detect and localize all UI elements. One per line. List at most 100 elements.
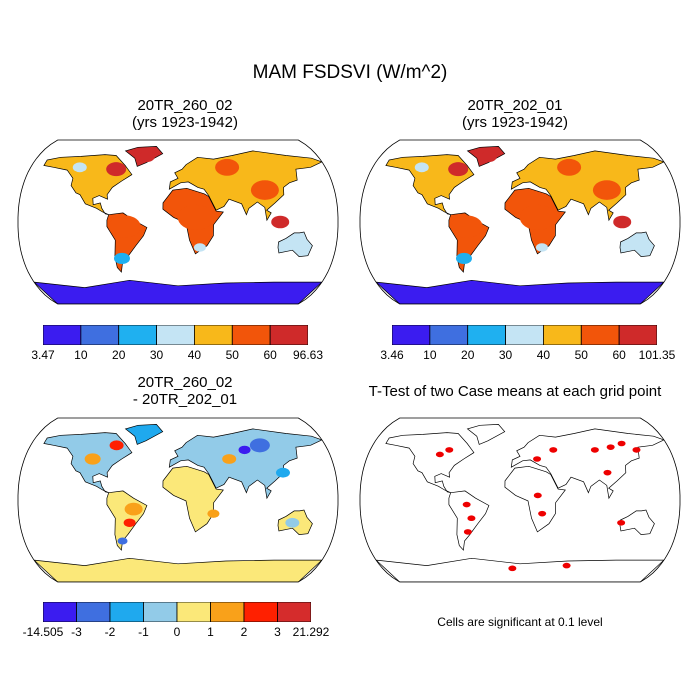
colorbar-panel-2: 3.46 10 20 30 40 50 60 101.35 <box>380 324 675 362</box>
continent-antarctica <box>33 557 323 582</box>
field-patch <box>519 204 556 231</box>
colorbar-swatch <box>156 324 195 346</box>
field-patch <box>207 509 220 518</box>
colorbar-tick-label: 60 <box>612 348 626 362</box>
panel-1-title-line2: (yrs 1923-1942) <box>132 114 238 131</box>
map-border <box>359 417 681 583</box>
colorbar-tick-label: 30 <box>498 348 513 362</box>
colorbar-tick-label: 3 <box>274 625 281 639</box>
significant-cells <box>463 529 472 535</box>
field-patch <box>138 150 155 162</box>
colorbar-panel-3: -14.505 -3 -2 -1 0 1 2 3 21.292 <box>23 601 329 639</box>
significant-cells <box>445 447 454 453</box>
field-patch <box>123 518 136 527</box>
field-patch <box>238 445 251 455</box>
map-border <box>359 139 681 305</box>
significant-cells <box>467 515 476 522</box>
colorbar-swatch <box>76 601 111 623</box>
colorbar-tick-label: 0 <box>173 625 181 639</box>
continent-samerica <box>448 490 490 551</box>
colorbar-tick-label: 3.47 <box>31 348 55 362</box>
field-patch <box>271 215 290 229</box>
field-patch <box>448 162 469 177</box>
map-panel-4 <box>359 417 681 583</box>
colorbar-swatch <box>429 324 469 346</box>
colorbar-tick-label: 60 <box>263 348 277 362</box>
field-patch <box>215 158 240 176</box>
ocean <box>360 418 680 582</box>
colorbar-tick-label: 50 <box>574 348 588 362</box>
field-patch <box>480 150 497 162</box>
colorbar-swatch <box>118 324 157 346</box>
continent-eurasia <box>168 150 323 222</box>
significant-cells <box>508 565 517 572</box>
field-patch <box>592 180 621 200</box>
field-patch <box>535 243 548 252</box>
continent-australia <box>277 231 313 257</box>
map-panel-3 <box>17 417 339 583</box>
field-patch <box>285 517 300 528</box>
colorbar-swatch <box>269 324 309 346</box>
map-border <box>17 139 339 305</box>
colorbar-swatches <box>42 324 309 346</box>
significant-cells <box>538 510 547 517</box>
continent-antarctica <box>375 557 665 582</box>
field-patch <box>250 180 279 200</box>
map-panel-2 <box>359 139 681 305</box>
colorbar-swatch <box>543 324 582 346</box>
field-patch <box>455 252 472 265</box>
field-patch <box>187 485 204 497</box>
field-patch <box>113 252 130 265</box>
field-patch <box>72 162 87 173</box>
colorbar-swatches <box>42 601 312 623</box>
colorbar-tick-label: 21.292 <box>292 625 330 639</box>
colorbar-tick-label: 20 <box>112 348 126 362</box>
panel-1-title: 20TR_260_02 (yrs 1923-1942) <box>25 97 345 131</box>
colorbar-swatch <box>42 324 82 346</box>
field-patch <box>613 215 632 229</box>
significance-note: Cells are significant at 0.1 level <box>437 615 603 629</box>
continent-greenland <box>466 424 506 445</box>
map-border <box>17 417 339 583</box>
continent-eurasia <box>510 150 665 222</box>
map-panel-1 <box>17 139 339 305</box>
colorbar-tick-label: -3 <box>71 625 82 639</box>
colorbar-tick-label: -1 <box>138 625 149 639</box>
panel-1-title-line1: 20TR_260_02 <box>137 97 233 114</box>
colorbar-tick-label: 101.35 <box>638 348 676 362</box>
panel-2-title-line1: 20TR_202_01 <box>467 97 563 114</box>
significant-cells <box>590 447 599 453</box>
colorbar-tick-label: -2 <box>104 625 116 639</box>
colorbar-tick-label: 50 <box>225 348 239 362</box>
field-patch <box>450 215 483 238</box>
significant-cells <box>549 447 558 453</box>
field-patch <box>222 454 237 464</box>
colorbar-swatch <box>176 601 211 623</box>
significant-cells <box>606 444 615 450</box>
colorbar-swatch <box>231 324 271 346</box>
significant-cells <box>632 447 641 453</box>
continent-greenland <box>124 424 164 445</box>
colorbar-swatch <box>505 324 544 346</box>
panel-2-title-line2: (yrs 1923-1942) <box>462 114 568 131</box>
field-patch <box>108 215 141 238</box>
field-patch <box>106 162 127 177</box>
field-patch <box>275 467 290 478</box>
continent-australia <box>619 231 655 257</box>
significant-cells <box>533 456 542 462</box>
field-patch <box>109 440 124 451</box>
field-patch <box>84 453 101 465</box>
field-patch <box>124 502 143 516</box>
colorbar-swatch <box>109 601 144 623</box>
colorbar-tick-label: 1 <box>207 625 214 639</box>
colorbar-swatch <box>243 601 278 623</box>
colorbar-panel-1: 3.47 10 20 30 40 50 60 96.63 <box>31 324 323 362</box>
colorbar-swatch <box>80 324 120 346</box>
continent-antarctica <box>33 279 323 304</box>
panel-2-title: 20TR_202_01 (yrs 1923-1942) <box>355 97 675 131</box>
panel-3-title-line1: 20TR_260_02 <box>137 374 233 391</box>
colorbar-tick-label: 30 <box>149 348 164 362</box>
continent-africa <box>504 465 566 533</box>
colorbar-tick-label: 20 <box>461 348 475 362</box>
colorbar-tick-label: 40 <box>187 348 202 362</box>
